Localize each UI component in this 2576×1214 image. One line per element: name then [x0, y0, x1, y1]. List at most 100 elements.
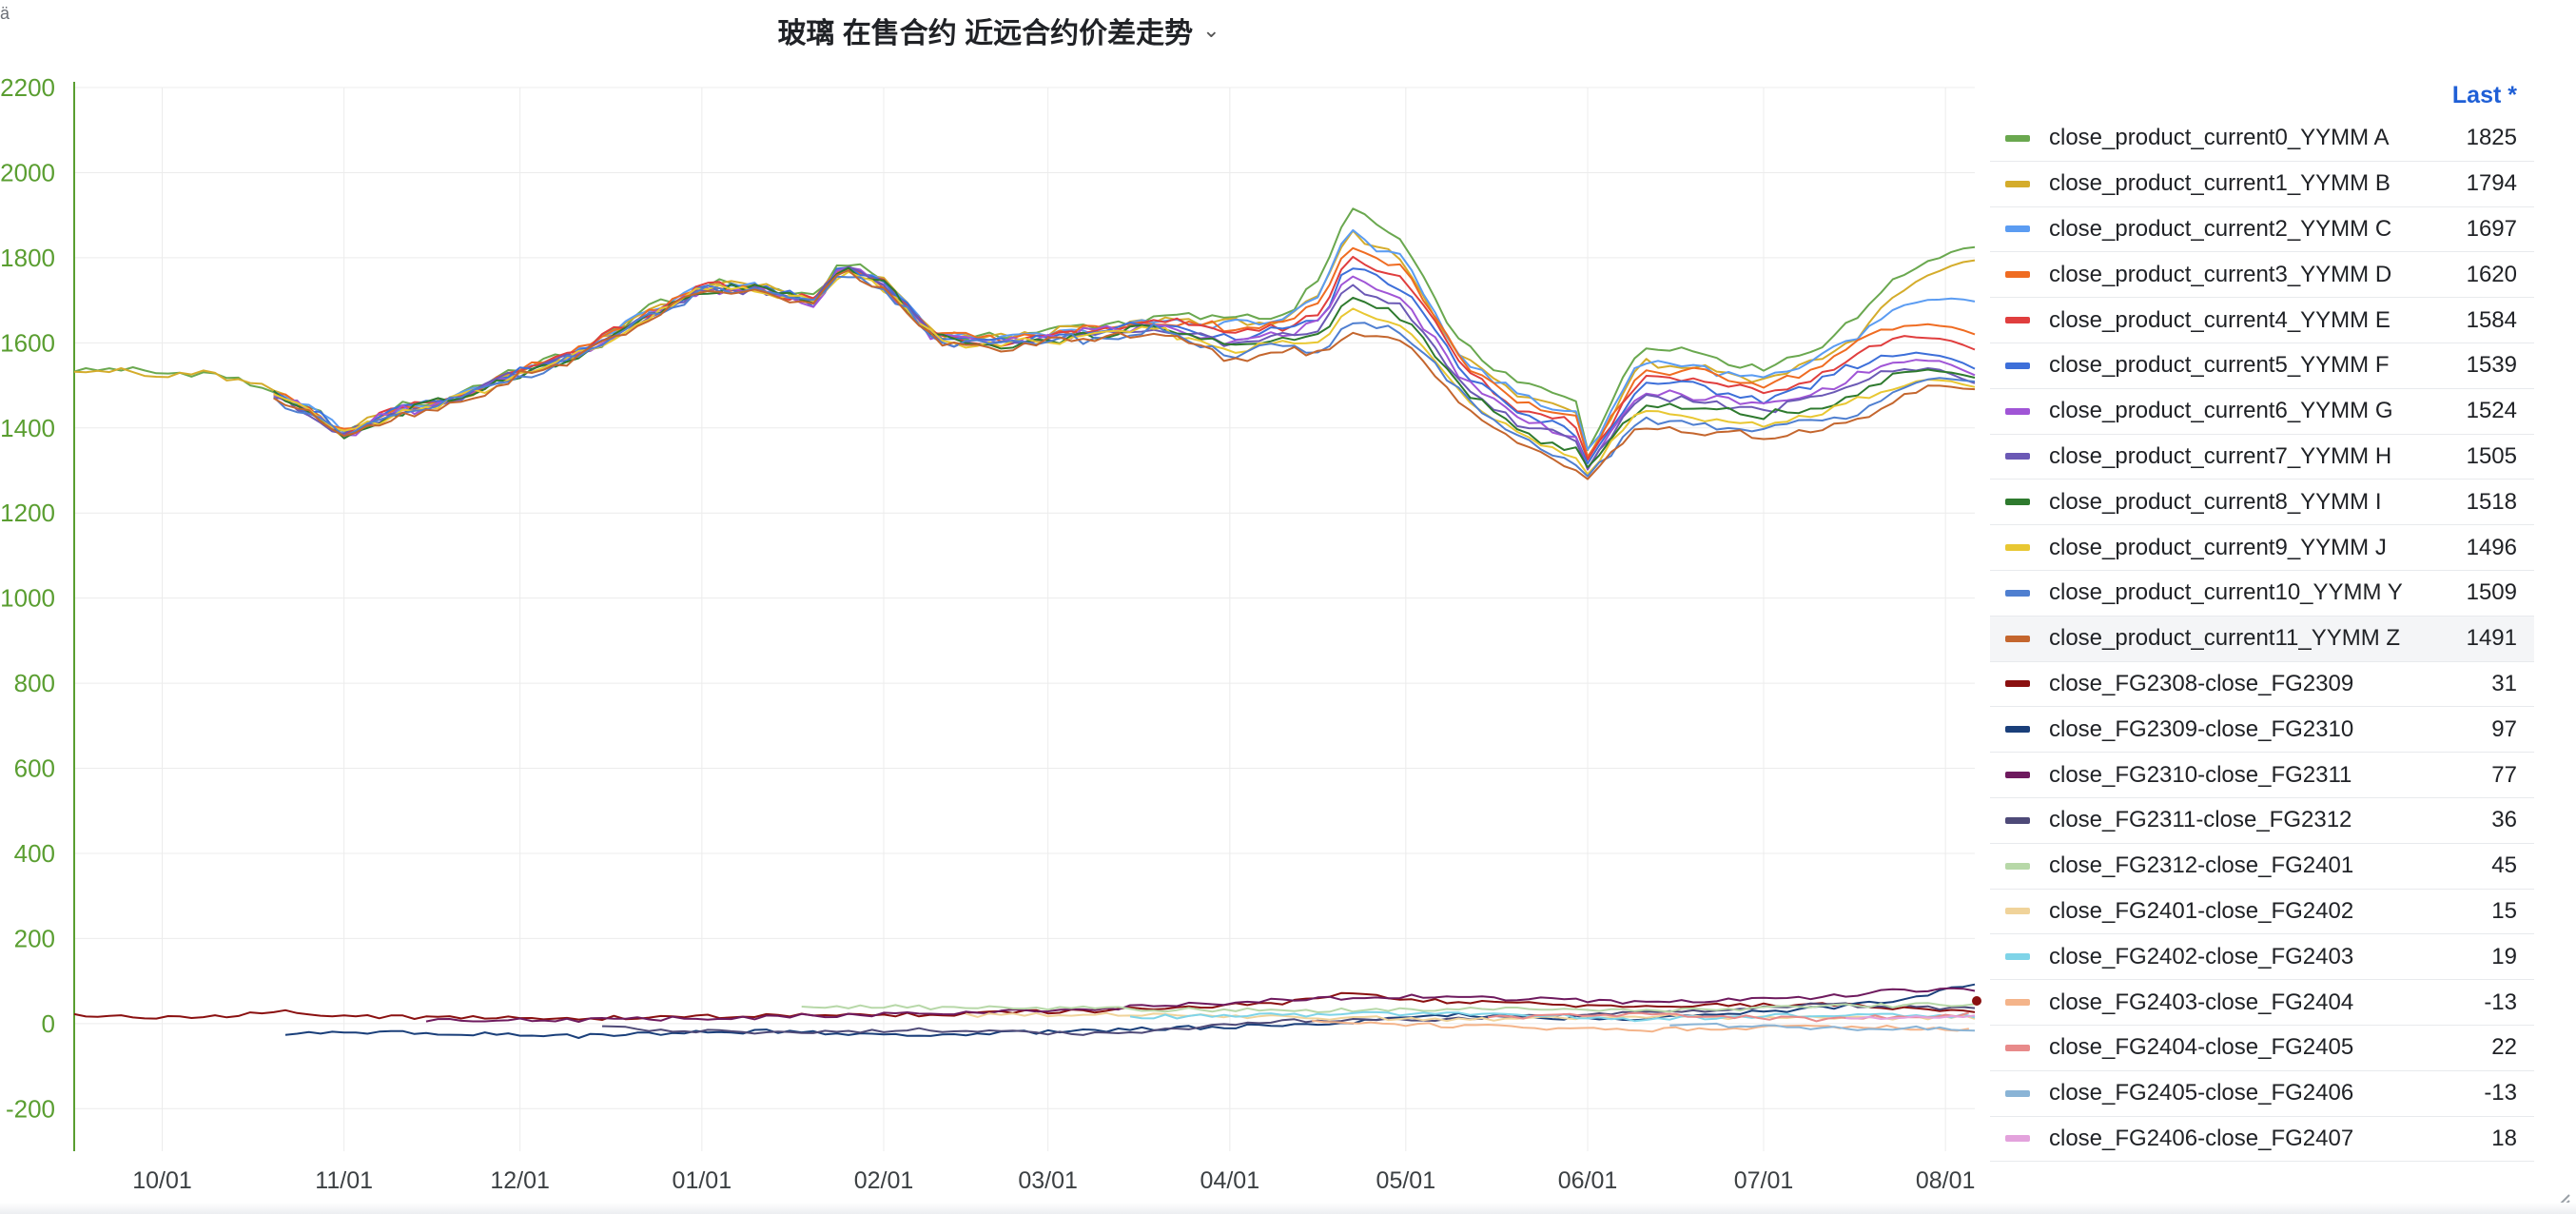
- series-last-value: 31: [2491, 670, 2517, 696]
- series-name: close_product_current2_YYMM C: [2049, 215, 2392, 242]
- legend-item[interactable]: close_FG2312-close_FG2401 45: [1990, 844, 2534, 890]
- series-swatch: [2005, 362, 2030, 369]
- series-last-value: 1539: [2466, 352, 2517, 379]
- series-name: close_FG2405-close_FG2406: [2049, 1080, 2354, 1106]
- legend-item[interactable]: close_product_current3_YYMM D 1620: [1990, 252, 2534, 299]
- series-swatch: [2005, 635, 2030, 642]
- legend-item[interactable]: close_product_current0_YYMM A 1825: [1990, 116, 2534, 162]
- series-swatch: [2005, 908, 2030, 915]
- price-series-line: [273, 255, 1976, 461]
- series-name: close_FG2406-close_FG2407: [2049, 1125, 2354, 1151]
- series-swatch: [2005, 407, 2030, 415]
- legend-item[interactable]: close_FG2309-close_FG2310 97: [1990, 707, 2534, 754]
- panel-title: 玻璃 在售合约 近远合约价差走势: [777, 18, 1194, 49]
- series-name: close_product_current6_YYMM G: [2049, 398, 2393, 424]
- legend-item[interactable]: close_FG2310-close_FG2311 77: [1990, 753, 2534, 798]
- legend-header-last: Last *: [2451, 81, 2517, 108]
- legend-item[interactable]: close_product_current4_YYMM E 1584: [1990, 298, 2534, 343]
- legend-item[interactable]: close_FG2402-close_FG2403 19: [1990, 934, 2534, 981]
- series-last-value: 1509: [2466, 579, 2517, 606]
- y-tick-label: 1000: [0, 584, 55, 613]
- y-tick-label: 400: [14, 839, 55, 868]
- price-series-line: [73, 207, 1976, 451]
- legend-item[interactable]: close_FG2405-close_FG2406 -13: [1990, 1071, 2534, 1117]
- series-last-value: 18: [2491, 1125, 2517, 1151]
- series-last-value: 1491: [2466, 625, 2517, 652]
- series-name: close_product_current9_YYMM J: [2049, 534, 2387, 560]
- price-series-line: [273, 228, 1976, 451]
- legend-item[interactable]: close_product_current10_YYMM Y 1509: [1990, 571, 2534, 617]
- legend-item[interactable]: close_FG2404-close_FG2405 22: [1990, 1026, 2534, 1071]
- series-swatch: [2005, 317, 2030, 324]
- x-tick-label: 01/01: [673, 1167, 732, 1194]
- spread-series-line: [1845, 1014, 1976, 1020]
- y-tick-label: 1800: [0, 244, 55, 272]
- series-name: close_FG2402-close_FG2403: [2049, 943, 2354, 969]
- legend-item[interactable]: close_FG2311-close_FG2312 36: [1990, 798, 2534, 844]
- panel-title-menu[interactable]: 玻璃 在售合约 近远合约价差走势 ⌄: [777, 10, 1220, 51]
- legend-table: Last * close_product_current0_YYMM A 1825…: [1990, 74, 2534, 1163]
- legend-item[interactable]: close_product_current2_YYMM C 1697: [1990, 207, 2534, 253]
- last-point-marker: [1972, 995, 1981, 1006]
- legend-item[interactable]: close_FG2406-close_FG2407 18: [1990, 1117, 2534, 1163]
- series-swatch: [2005, 816, 2030, 824]
- series-last-value: 1505: [2466, 442, 2517, 469]
- legend-item[interactable]: close_FG2401-close_FG2402 15: [1990, 890, 2534, 935]
- series-name: close_FG2310-close_FG2311: [2049, 761, 2352, 788]
- series-name: close_product_current11_YYMM Z: [2049, 625, 2401, 652]
- series-last-value: 1518: [2466, 488, 2517, 515]
- series-swatch: [2005, 953, 2030, 961]
- series-last-value: 45: [2491, 852, 2517, 879]
- series-name: close_product_current1_YYMM B: [2049, 170, 2391, 197]
- series-last-value: -13: [2484, 989, 2517, 1015]
- price-series-line: [273, 246, 1976, 458]
- y-tick-label: 600: [14, 754, 55, 783]
- y-tick-label: 0: [42, 1009, 55, 1038]
- series-name: close_FG2404-close_FG2405: [2049, 1034, 2354, 1061]
- series-name: close_product_current4_YYMM E: [2049, 306, 2391, 333]
- spread-series-line: [1312, 1019, 1969, 1033]
- series-last-value: 97: [2491, 715, 2517, 742]
- y-tick-label: 1200: [0, 499, 55, 527]
- panel-header: 玻璃 在售合约 近远合约价差走势 ⌄: [0, 10, 1998, 51]
- legend-item[interactable]: close_product_current11_YYMM Z 1491: [1990, 616, 2534, 662]
- series-name: close_FG2312-close_FG2401: [2049, 852, 2354, 879]
- series-last-value: 36: [2491, 807, 2517, 833]
- chevron-down-icon: ⌄: [1202, 18, 1220, 42]
- legend-item[interactable]: close_product_current9_YYMM J 1496: [1990, 525, 2534, 571]
- series-swatch: [2005, 1135, 2030, 1143]
- spread-series-line: [425, 987, 1976, 1023]
- series-swatch: [2005, 271, 2030, 279]
- series-swatch: [2005, 134, 2030, 142]
- series-name: close_product_current0_YYMM A: [2049, 125, 2390, 151]
- legend-item[interactable]: close_FG2403-close_FG2404 -13: [1990, 980, 2534, 1026]
- legend-item[interactable]: close_product_current5_YYMM F 1539: [1990, 343, 2534, 389]
- series-swatch: [2005, 772, 2030, 779]
- price-series-line: [273, 269, 1976, 480]
- series-swatch: [2005, 453, 2030, 460]
- legend-item[interactable]: close_product_current1_YYMM B 1794: [1990, 162, 2534, 207]
- series-swatch: [2005, 180, 2030, 187]
- series-swatch: [2005, 225, 2030, 233]
- series-name: close_product_current3_YYMM D: [2049, 261, 2392, 287]
- legend-item[interactable]: close_product_current8_YYMM I 1518: [1990, 480, 2534, 526]
- series-swatch: [2005, 544, 2030, 552]
- series-name: close_FG2308-close_FG2309: [2049, 670, 2354, 696]
- series-last-value: 22: [2491, 1034, 2517, 1061]
- x-tick-label: 07/01: [1734, 1167, 1794, 1194]
- y-tick-label: -200: [6, 1094, 55, 1123]
- legend-item[interactable]: close_product_current6_YYMM G 1524: [1990, 389, 2534, 435]
- series-last-value: 1620: [2466, 261, 2517, 287]
- legend-sort-last[interactable]: Last *: [1990, 74, 2534, 116]
- price-series-line: [273, 265, 1976, 470]
- bottom-shadow: [0, 1203, 2576, 1214]
- series-last-value: 1697: [2466, 215, 2517, 242]
- series-last-value: 1584: [2466, 306, 2517, 333]
- series-last-value: 77: [2491, 761, 2517, 788]
- series-swatch: [2005, 1044, 2030, 1051]
- legend-item[interactable]: close_product_current7_YYMM H 1505: [1990, 435, 2534, 480]
- legend-item[interactable]: close_FG2308-close_FG2309 31: [1990, 662, 2534, 708]
- y-tick-label: 2000: [0, 158, 55, 186]
- series-swatch: [2005, 726, 2030, 734]
